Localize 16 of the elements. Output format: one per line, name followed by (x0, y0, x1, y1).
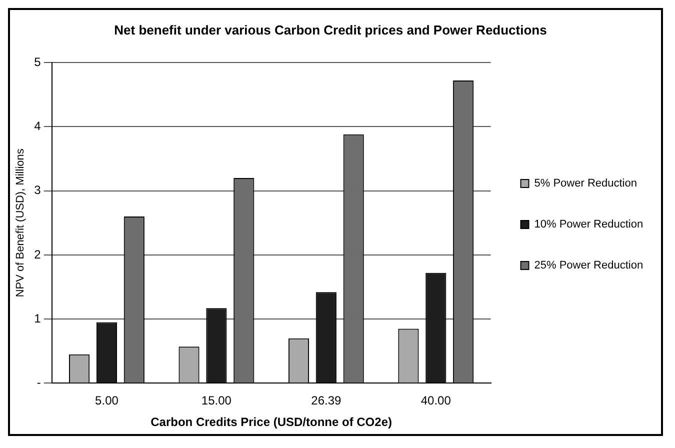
x-tick-label: 26.39 (311, 394, 342, 408)
x-tick-label: 15.00 (201, 394, 232, 408)
y-tick-label: 4 (34, 119, 42, 134)
y-axis-title: NPV of Benefit (USD), Millions (14, 148, 27, 298)
x-tick-label: 40.00 (420, 394, 452, 408)
x-tick-label: 5.00 (95, 394, 119, 408)
legend-label: 25% Power Reduction (534, 260, 644, 272)
y-tick-label: 1 (34, 311, 42, 326)
x-axis-title: Carbon Credits Price (USD/tonne of CO2e) (150, 415, 392, 430)
legend-label: 10% Power Reduction (534, 218, 644, 231)
chart-title: Net benefit under various Carbon Credit prices and Power Reductions (114, 22, 547, 38)
y-tick-label: - (36, 376, 41, 390)
legend-label: 5% Power Reduction (534, 178, 637, 190)
y-tick-label: 2 (34, 247, 42, 262)
y-tick-label: 5 (34, 54, 42, 69)
y-tick-label: 3 (34, 183, 42, 198)
